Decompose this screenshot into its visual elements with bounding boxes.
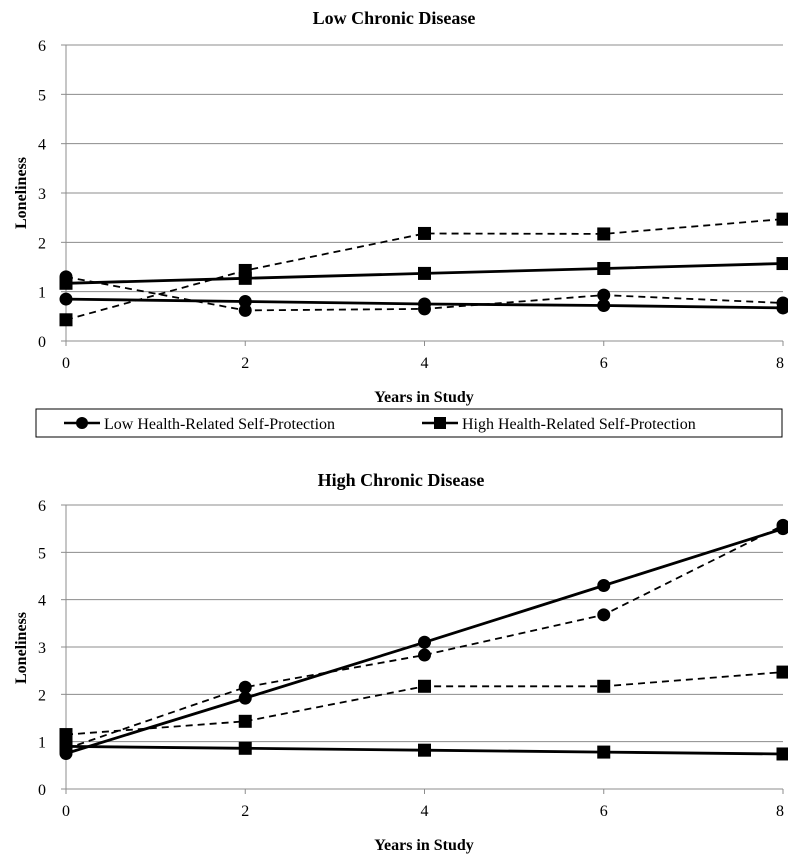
axes [61,44,784,346]
data-point-square [418,226,431,240]
y-tick-label: 5 [38,87,46,104]
data-point-square [238,263,252,277]
y-tick-label: 4 [38,137,46,154]
low-chronic-disease-chart: Low Chronic Disease 0 1 2 3 4 5 6 0 2 4 6 8 Years … [13,8,788,406]
data-point-circle [597,288,611,302]
y-tick-label: 0 [38,334,46,351]
grid-lines [66,44,783,293]
x-tick-labels: 0 2 4 6 8 [62,355,784,372]
chart-title: Low Chronic Disease [313,8,476,28]
x-tick-label: 4 [421,803,429,820]
series-group [59,518,788,761]
chart-title: High Chronic Disease [318,470,485,490]
series-2-square-solid [59,739,788,761]
x-tick-label: 6 [600,803,608,820]
x-tick-label: 8 [776,355,784,372]
y-tick-label: 0 [38,782,46,799]
y-tick-label: 1 [38,735,46,752]
data-point-square [776,747,788,761]
data-point-square [418,679,431,693]
x-tick-label: 8 [776,803,784,820]
x-tick-label: 2 [241,355,249,372]
data-point-square [238,741,252,755]
data-point-circle [238,303,252,317]
data-point-circle [59,292,73,306]
data-point-circle [238,680,252,694]
data-point-circle [418,302,431,316]
legend-label-low: Low Health-Related Self-Protection [104,416,335,433]
data-point-circle [597,578,611,592]
y-axis-label: Loneliness [13,157,30,229]
legend-marker-circle-icon [76,417,88,429]
data-point-circle [597,298,611,312]
y-tick-label: 3 [38,640,46,657]
x-axis-label: Years in Study [374,389,474,406]
series-3-square-dashed [59,212,788,327]
data-point-square [59,276,73,290]
y-tick-label: 1 [38,285,46,302]
x-axis-label: Years in Study [374,837,474,854]
data-point-square [776,257,788,271]
data-point-square [59,739,73,753]
data-point-square [59,728,73,742]
data-point-square [418,743,431,757]
x-tick-label: 4 [421,355,429,372]
y-tick-label: 3 [38,186,46,203]
y-tick-label: 2 [38,687,46,704]
data-point-circle [597,608,611,622]
data-point-square [597,679,611,693]
series-line [65,218,784,321]
data-point-circle [238,691,252,705]
y-tick-label: 2 [38,235,46,252]
series-line [65,524,784,750]
series-0-circle-solid [59,522,788,760]
series-3-square-dashed [59,665,788,742]
data-point-square [597,745,611,759]
y-tick-label: 5 [38,545,46,562]
x-tick-labels: 0 2 4 6 8 [62,803,784,820]
legend-marker-square-icon [434,417,446,429]
data-point-square [59,313,73,327]
data-point-square [776,212,788,226]
data-point-circle [238,295,252,309]
data-point-square [238,714,252,728]
series-group [59,212,788,327]
data-point-circle [418,635,431,649]
grid-lines [66,504,783,743]
y-tick-label: 6 [38,38,46,55]
data-point-circle [776,296,788,310]
legend-label-high: High Health-Related Self-Protection [462,416,696,433]
y-tick-label: 6 [38,498,46,515]
data-point-square [418,266,431,280]
y-tick-label: 4 [38,593,46,610]
data-point-square [597,261,611,275]
x-tick-label: 0 [62,355,70,372]
y-tick-labels: 0 1 2 3 4 5 6 [38,498,46,799]
x-tick-label: 6 [600,355,608,372]
legend-box [35,408,783,438]
data-point-square [776,665,788,679]
y-tick-labels: 0 1 2 3 4 5 6 [38,38,46,351]
data-point-circle [776,518,788,532]
y-axis-label: Loneliness [13,612,30,684]
series-2-square-solid [59,257,788,290]
high-chronic-disease-chart: High Chronic Disease 0 1 2 3 4 5 6 0 2 4 6 8 Years… [13,470,788,854]
x-tick-label: 2 [241,803,249,820]
legend: Low Health-Related Self-Protection High … [35,408,783,438]
data-point-square [597,227,611,241]
data-point-circle [418,648,431,662]
x-tick-label: 0 [62,803,70,820]
